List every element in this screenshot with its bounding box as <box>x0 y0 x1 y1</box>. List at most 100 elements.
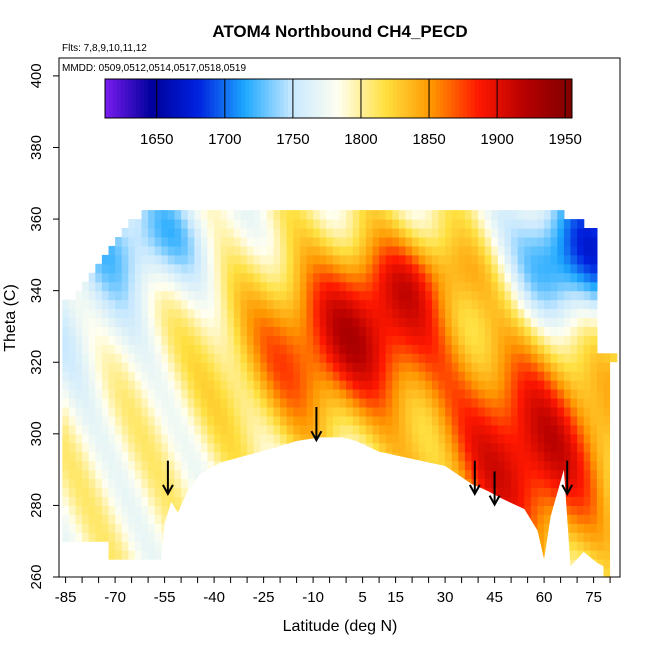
heatmap-cell <box>82 487 90 497</box>
heatmap-cell <box>82 505 90 515</box>
heatmap-cell <box>577 245 585 256</box>
heatmap-cell <box>563 272 572 283</box>
heatmap-cell <box>148 228 156 238</box>
heatmap-cell <box>148 433 156 444</box>
colorbar-swatch <box>424 79 429 118</box>
heatmap-cell <box>167 290 176 301</box>
heatmap-cell <box>339 362 347 372</box>
heatmap-cell <box>313 308 321 319</box>
heatmap-cell <box>108 451 116 462</box>
heatmap-cell <box>161 362 169 372</box>
heatmap-cell <box>491 398 499 408</box>
heatmap-cell <box>266 237 275 247</box>
heatmap-cell <box>108 469 116 480</box>
heatmap-cell <box>108 398 116 408</box>
colorbar-swatch <box>116 79 122 118</box>
heatmap-cell <box>260 308 268 319</box>
colorbar-swatch <box>322 79 328 118</box>
heatmap-cell <box>563 496 572 506</box>
heatmap-cell <box>174 263 182 274</box>
heatmap-cell <box>511 424 519 435</box>
heatmap-cell <box>227 210 235 220</box>
heatmap-cell <box>570 299 578 310</box>
heatmap-cell <box>95 353 103 363</box>
heatmap-cell <box>596 407 605 417</box>
heatmap-cell <box>134 424 143 435</box>
heatmap-cell <box>207 380 215 390</box>
heatmap-cell <box>491 451 499 462</box>
heatmap-cell <box>524 469 532 480</box>
heatmap-cell <box>550 407 558 417</box>
heatmap-cell <box>313 344 321 354</box>
heatmap-cell <box>266 228 275 238</box>
heatmap-cell <box>385 299 393 310</box>
heatmap-cell <box>392 210 400 220</box>
heatmap-cell <box>372 424 380 435</box>
heatmap-cell <box>504 299 512 310</box>
heatmap-cell <box>273 308 281 319</box>
heatmap-cell <box>530 451 539 462</box>
colorbar-tick-label: 1750 <box>276 131 309 148</box>
heatmap-cell <box>392 290 400 301</box>
heatmap-cell <box>280 433 288 444</box>
heatmap-cell <box>214 415 222 426</box>
heatmap-cell <box>82 433 90 444</box>
heatmap-cell <box>530 496 539 506</box>
heatmap-cell <box>227 335 235 345</box>
heatmap-cell <box>372 290 380 301</box>
heatmap-cell <box>128 415 136 426</box>
heatmap-cell <box>75 442 83 453</box>
heatmap-cell <box>458 254 466 265</box>
heatmap-cell <box>464 389 473 399</box>
heatmap-cell <box>596 362 605 372</box>
heatmap-cell <box>128 487 136 497</box>
heatmap-cell <box>214 237 222 247</box>
heatmap-cell <box>550 299 558 310</box>
heatmap-cell <box>471 407 479 417</box>
heatmap-cell <box>88 290 96 301</box>
heatmap-cell <box>405 398 413 408</box>
heatmap-cell <box>464 254 473 265</box>
x-tick-label: -10 <box>302 589 324 606</box>
heatmap-cell <box>385 219 393 229</box>
heatmap-cell <box>352 371 360 381</box>
heatmap-cell <box>464 228 473 238</box>
heatmap-cell <box>583 460 591 471</box>
heatmap-cell <box>544 478 552 489</box>
heatmap-cell <box>379 407 387 417</box>
heatmap-cell <box>207 272 215 283</box>
heatmap-cell <box>200 407 209 417</box>
heatmap-cell <box>194 362 202 372</box>
heatmap-cell <box>530 380 539 390</box>
heatmap-cell <box>530 514 539 524</box>
heatmap-cell <box>306 433 314 444</box>
heatmap-cell <box>398 263 407 274</box>
heatmap-cell <box>75 424 83 435</box>
heatmap-cell <box>379 398 387 408</box>
heatmap-cell <box>352 272 360 283</box>
heatmap-cell <box>458 353 466 363</box>
heatmap-cell <box>115 272 123 283</box>
heatmap-cell <box>299 228 308 238</box>
heatmap-cell <box>194 254 202 265</box>
heatmap-cell <box>524 442 532 453</box>
heatmap-cell <box>313 326 321 336</box>
heatmap-cell <box>161 237 169 247</box>
heatmap-cell <box>154 523 162 533</box>
heatmap-cell <box>590 263 598 274</box>
heatmap-cell <box>332 308 341 319</box>
heatmap-cell <box>577 469 585 480</box>
heatmap-cell <box>517 272 525 283</box>
heatmap-cell <box>128 237 136 247</box>
heatmap-cell <box>247 424 255 435</box>
heatmap-cell <box>154 263 162 274</box>
heatmap-cell <box>319 317 327 327</box>
heatmap-cell <box>491 424 499 435</box>
heatmap-cell <box>398 380 407 390</box>
heatmap-cell <box>570 550 578 560</box>
heatmap-cell <box>154 469 162 480</box>
heatmap-cell <box>412 263 420 274</box>
heatmap-cell <box>227 237 235 247</box>
heatmap-cell <box>544 523 552 533</box>
heatmap-cell <box>200 228 209 238</box>
